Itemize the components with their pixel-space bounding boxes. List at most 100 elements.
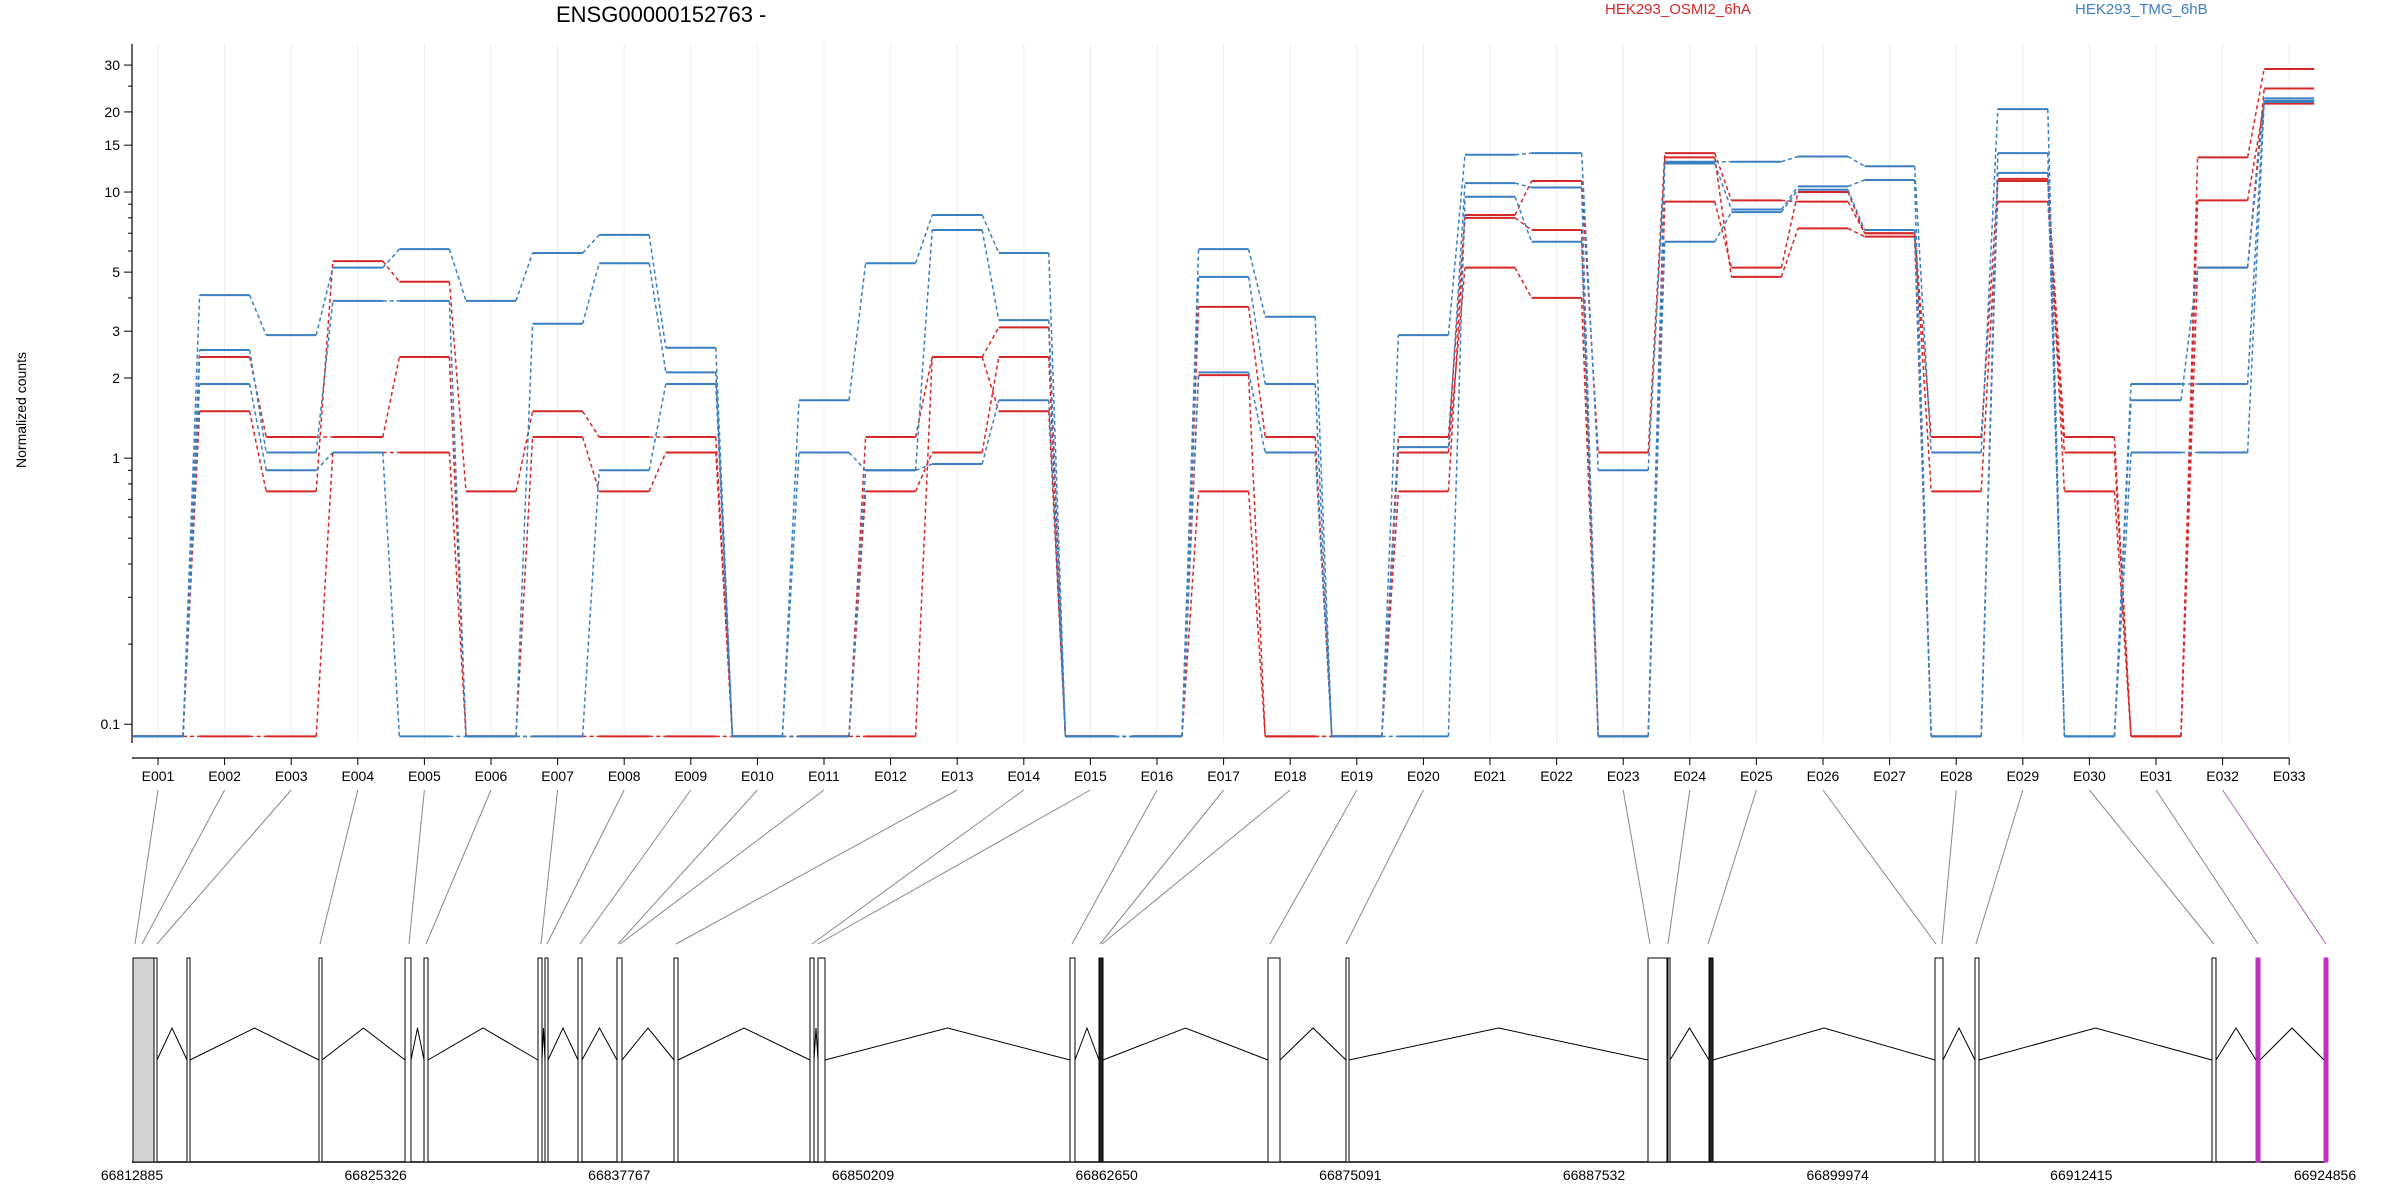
exon-transition xyxy=(1181,276,1200,737)
exon-transition xyxy=(915,463,933,472)
exon-transition xyxy=(2113,400,2132,737)
exon-block xyxy=(1098,957,1104,1163)
coordinate-label: 66825326 xyxy=(345,1167,408,1183)
exon-transition xyxy=(1913,233,1932,492)
x-tick-label: E026 xyxy=(1807,768,1840,784)
exon-block xyxy=(318,957,323,1163)
exon-transition xyxy=(2246,100,2265,453)
exon-transition xyxy=(1181,249,1200,737)
exon-transition xyxy=(1847,189,1866,231)
intron-line xyxy=(547,1026,579,1061)
exon-transition xyxy=(515,437,534,737)
exon-transition xyxy=(1447,154,1466,336)
exon-transition xyxy=(315,300,334,453)
exon-transition xyxy=(1247,306,1266,438)
exon-transition xyxy=(581,470,600,737)
exon-transition xyxy=(715,383,734,737)
x-tick-label: E028 xyxy=(1940,768,1973,784)
exon-transition xyxy=(448,248,467,302)
intron-line xyxy=(1669,1027,1710,1061)
exon-transition xyxy=(715,452,734,737)
exon-transition xyxy=(248,294,267,336)
exon-transition xyxy=(1714,163,1733,210)
exon-connector xyxy=(1345,789,1424,945)
intron-line xyxy=(427,1027,539,1061)
coordinate-label: 66899974 xyxy=(1807,1167,1870,1183)
intron-line xyxy=(1942,1026,1976,1061)
exon-transition xyxy=(248,383,267,471)
exon-connector xyxy=(134,789,159,945)
x-tick-label: E014 xyxy=(1007,768,1040,784)
exon-connector xyxy=(675,789,958,945)
exon-connector xyxy=(408,789,425,945)
exon-transition xyxy=(2047,172,2066,737)
coordinate-label: 66837767 xyxy=(588,1167,651,1183)
exon-transition xyxy=(2047,153,2066,737)
exon-transition xyxy=(914,229,933,471)
exon-transition xyxy=(1514,152,1532,156)
exon-connector-lines xyxy=(134,789,2327,945)
exon-connector xyxy=(579,789,692,945)
exon-connector xyxy=(1822,789,1937,945)
exon-transition xyxy=(1580,241,1599,737)
exon-transition xyxy=(1647,153,1666,453)
exon-transition xyxy=(1780,191,1799,268)
exon-transition xyxy=(1381,447,1400,737)
legend: HEK293_OSMI2_6hA HEK293_TMG_6hB xyxy=(1605,1,2208,18)
exon-transition xyxy=(1514,217,1533,231)
exon-transition xyxy=(1447,196,1466,737)
intron-line xyxy=(2215,1027,2257,1061)
exon-block xyxy=(1069,957,1076,1163)
exon-transition xyxy=(2180,200,2199,737)
series-6 xyxy=(133,100,2315,738)
exon-transition xyxy=(1247,375,1266,737)
exon-transition xyxy=(1647,161,1666,471)
exon-connector xyxy=(1707,789,1757,945)
exon-block xyxy=(544,957,549,1163)
exon-transition xyxy=(448,300,467,737)
intron-line xyxy=(1348,1027,1649,1061)
exon-transition xyxy=(382,356,401,438)
exon-connector xyxy=(141,789,226,945)
x-tick-label: E016 xyxy=(1141,768,1174,784)
exon-transition xyxy=(1447,267,1466,453)
x-tick-label: E002 xyxy=(208,768,241,784)
exon-transition xyxy=(382,452,401,737)
exon-transition xyxy=(515,411,534,492)
exon-transition xyxy=(2113,452,2132,737)
exon-transition xyxy=(1847,227,1865,238)
exon-transition xyxy=(315,261,334,492)
exon-connector xyxy=(156,789,292,945)
exon-transition xyxy=(581,263,600,324)
coordinate-label: 66912415 xyxy=(2050,1167,2113,1183)
series-lines xyxy=(133,67,2315,738)
intron-line xyxy=(1279,1027,1347,1061)
x-tick-label: E015 xyxy=(1074,768,1107,784)
exon-connector xyxy=(546,789,625,945)
exon-block xyxy=(153,957,158,1163)
y-tick-label: 3 xyxy=(112,323,120,339)
exon-block xyxy=(132,957,155,1163)
exon-transition xyxy=(582,234,600,254)
exon-transition xyxy=(914,214,933,264)
exon-block xyxy=(2323,957,2329,1163)
exon-connector xyxy=(1622,789,1651,945)
x-tick-label: E009 xyxy=(674,768,707,784)
exon-transition xyxy=(515,323,534,737)
exon-transition xyxy=(1048,400,1067,737)
exon-block xyxy=(1267,957,1281,1163)
x-tick-label: E031 xyxy=(2140,768,2173,784)
exon-block xyxy=(1708,957,1714,1163)
coordinate-label: 66875091 xyxy=(1319,1167,1382,1183)
exon-block xyxy=(809,957,815,1163)
x-tick-label: E005 xyxy=(408,768,441,784)
exon-block xyxy=(577,957,583,1163)
exon-block xyxy=(817,957,826,1163)
exon-transition xyxy=(1913,233,1932,438)
exon-transition xyxy=(581,436,600,492)
exon-transition xyxy=(1780,189,1799,213)
exon-transition xyxy=(515,252,534,302)
x-tick-label: E018 xyxy=(1274,768,1307,784)
exon-transition xyxy=(2180,267,2199,401)
exon-transition xyxy=(981,229,1000,321)
